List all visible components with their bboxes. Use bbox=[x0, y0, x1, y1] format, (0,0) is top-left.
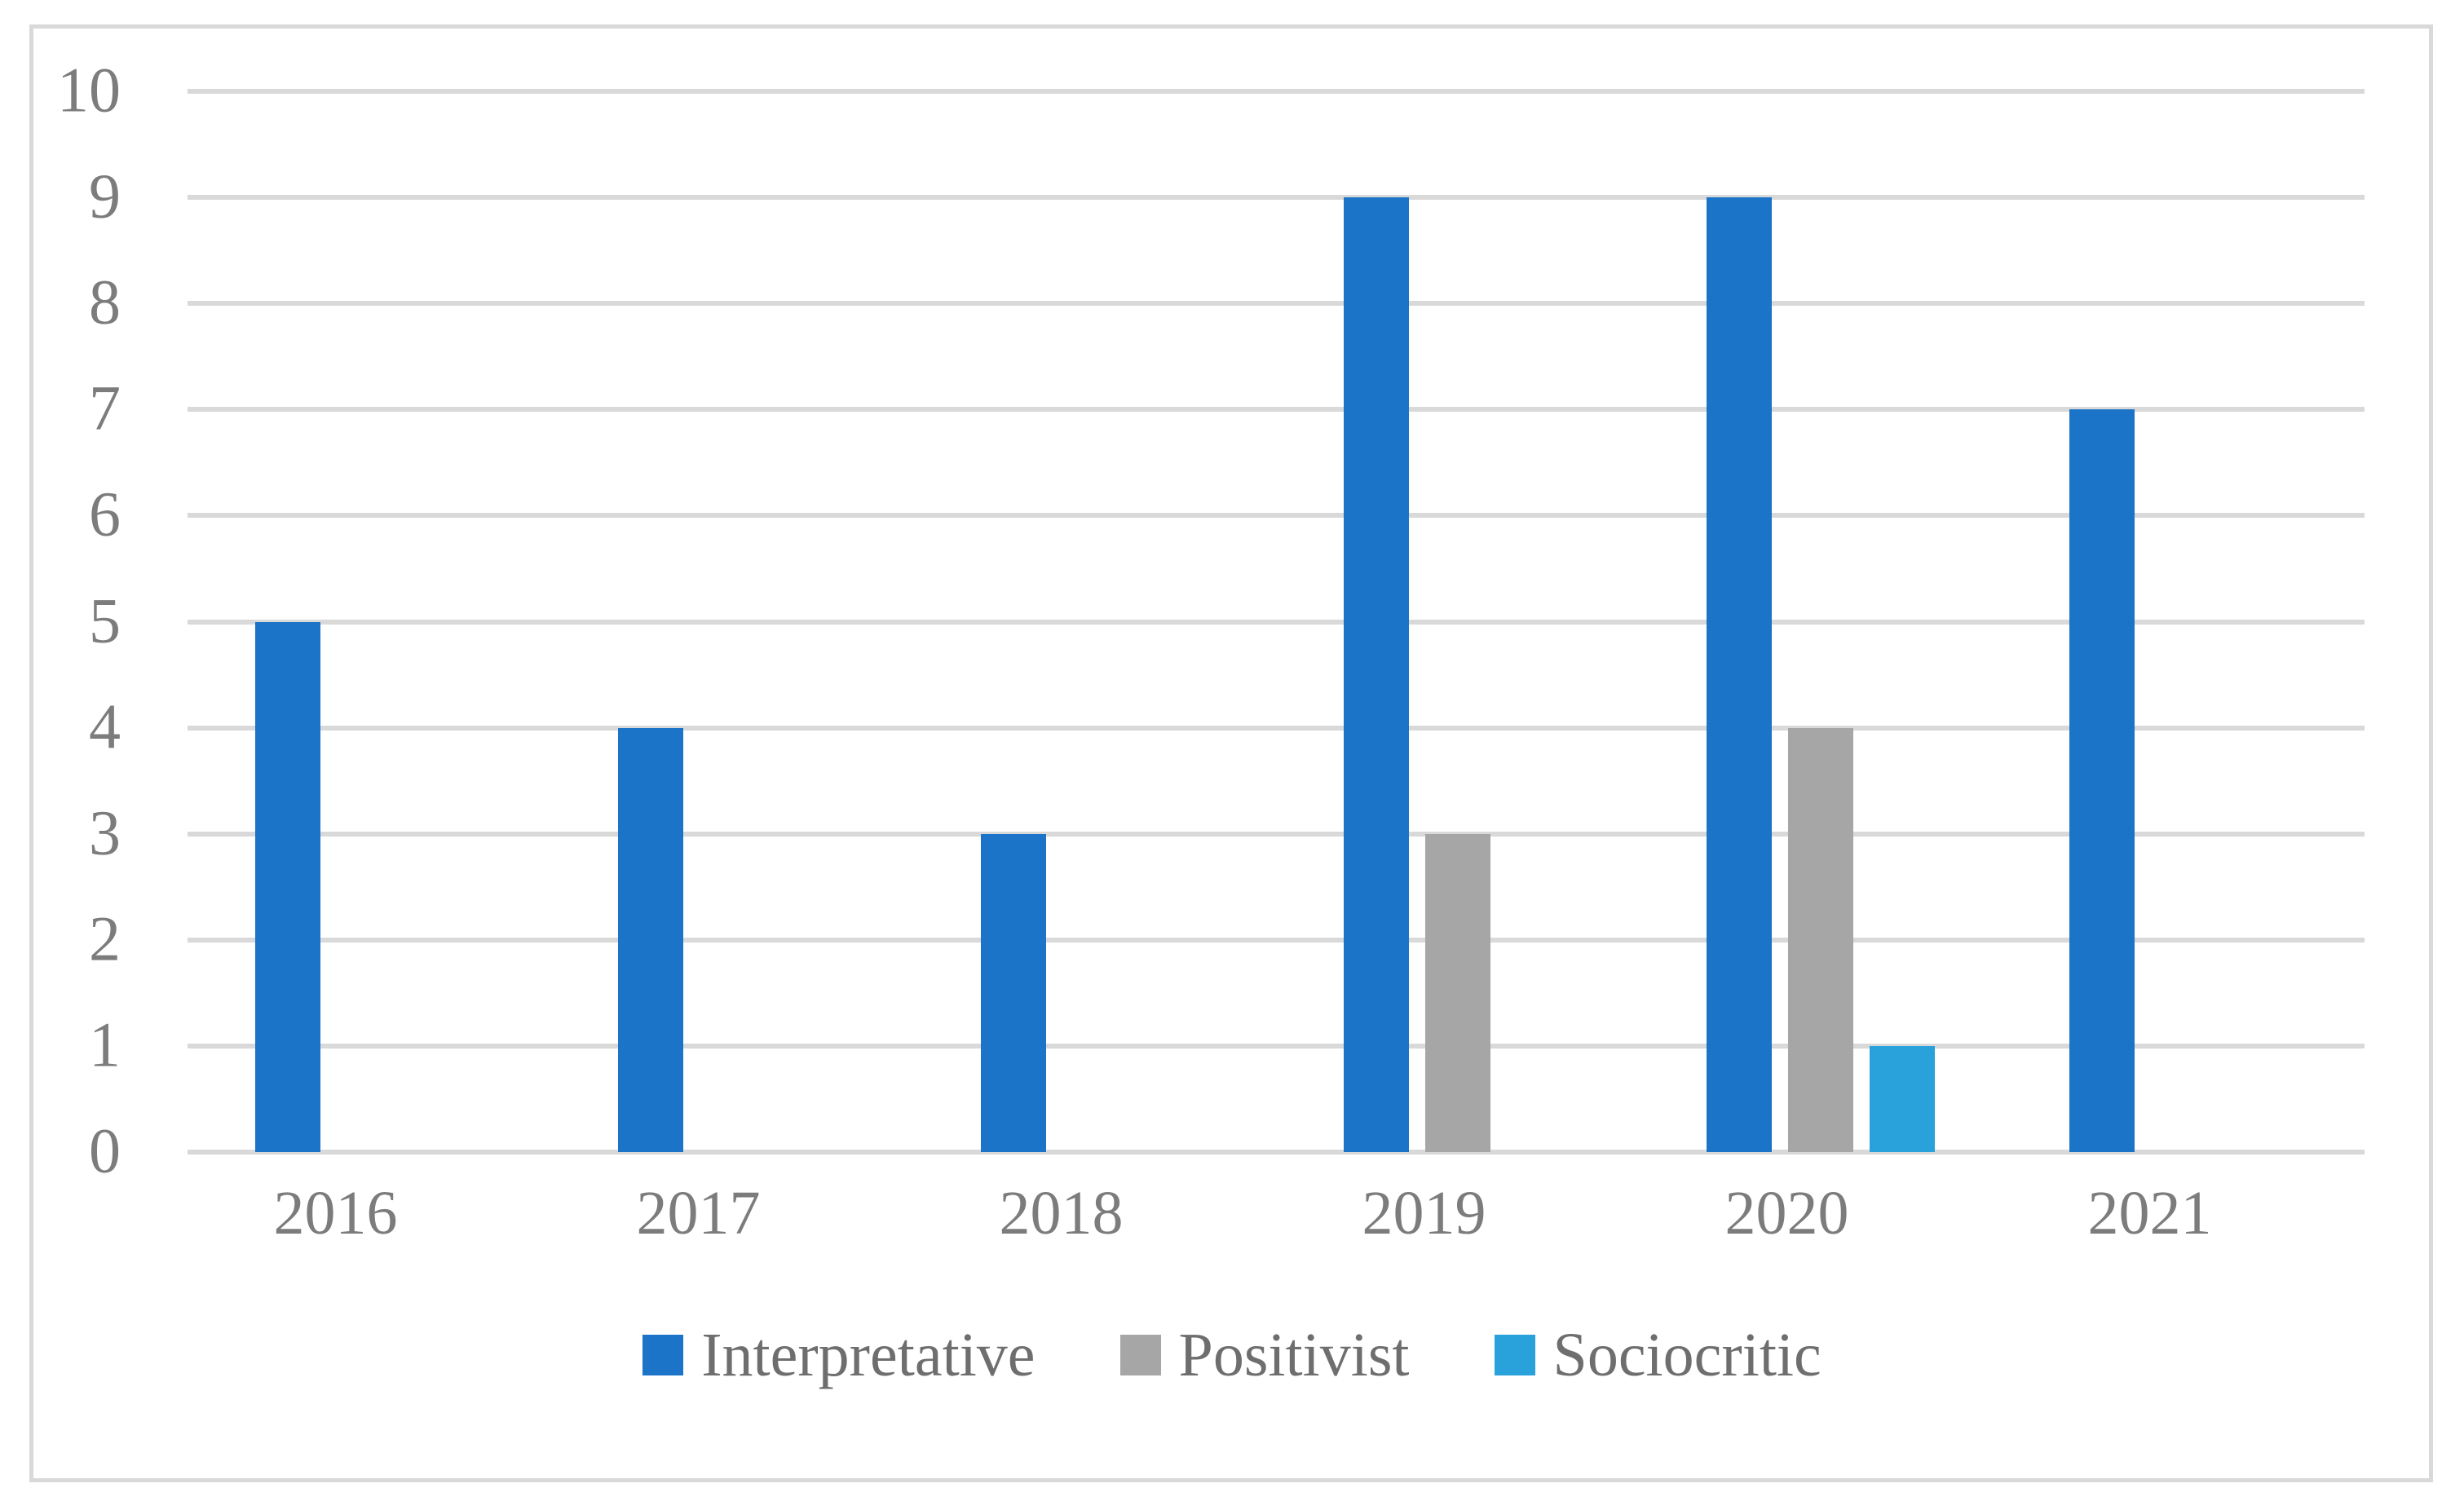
x-axis-label-2019: 2019 bbox=[1362, 1179, 1486, 1247]
bar-sociocritic-2020 bbox=[1869, 1045, 1935, 1152]
bar-interpretative-2021 bbox=[2069, 409, 2135, 1152]
bar-interpretative-2018 bbox=[980, 833, 1046, 1152]
gridline-y-10 bbox=[188, 89, 2365, 94]
legend-swatch-icon bbox=[642, 1335, 684, 1375]
bar-positivist-2020 bbox=[1787, 727, 1853, 1152]
bar-interpretative-2017 bbox=[617, 727, 683, 1152]
legend-item-sociocritic: Sociocritic bbox=[1494, 1321, 1822, 1389]
y-axis-tick-label: 5 bbox=[89, 584, 121, 656]
bar-interpretative-2020 bbox=[1706, 197, 1772, 1152]
bar-group-2020 bbox=[1639, 91, 2002, 1152]
bar-group-2018 bbox=[913, 91, 1276, 1152]
gridline-y-1 bbox=[188, 1043, 2365, 1049]
chart-legend: Interpretative Positivist Sociocritic bbox=[0, 1324, 2464, 1386]
gridline-y-8 bbox=[188, 301, 2365, 307]
bar-positivist-2019 bbox=[1424, 833, 1490, 1152]
y-axis-tick-label: 8 bbox=[89, 266, 121, 338]
gridline-y-2 bbox=[188, 937, 2365, 943]
x-axis-labels: 2016 2017 2018 2019 2020 2021 bbox=[154, 1182, 2331, 1244]
y-axis-tick-label: 10 bbox=[57, 54, 121, 126]
bar-interpretative-2016 bbox=[254, 621, 320, 1152]
gridline-y-4 bbox=[188, 725, 2365, 731]
gridline-y-7 bbox=[188, 407, 2365, 413]
y-axis-tick-label: 9 bbox=[89, 160, 121, 232]
legend-label: Interpretative bbox=[701, 1321, 1035, 1389]
y-axis-tick-label: 2 bbox=[89, 903, 121, 974]
bar-group-2019 bbox=[1276, 91, 1639, 1152]
legend-swatch-icon bbox=[1494, 1335, 1535, 1375]
legend-label: Positivist bbox=[1178, 1321, 1410, 1389]
bar-interpretative-2019 bbox=[1343, 197, 1409, 1152]
x-axis-label-2021: 2021 bbox=[2087, 1179, 2212, 1247]
y-axis-tick-label: 7 bbox=[89, 372, 121, 444]
x-axis-label-2016: 2016 bbox=[273, 1179, 398, 1247]
legend-label: Sociocritic bbox=[1552, 1321, 1822, 1389]
gridline-y-0 bbox=[188, 1150, 2365, 1155]
legend-item-interpretative: Interpretative bbox=[642, 1324, 1035, 1386]
x-axis-label-2017: 2017 bbox=[636, 1179, 761, 1247]
legend-swatch-icon bbox=[1119, 1335, 1161, 1375]
bar-group-2016 bbox=[188, 91, 550, 1152]
y-axis-tick-label: 0 bbox=[89, 1115, 121, 1186]
bar-series-container bbox=[188, 91, 2365, 1152]
y-axis-tick-label: 1 bbox=[89, 1009, 121, 1080]
x-axis-label-2020: 2020 bbox=[1724, 1179, 1849, 1247]
bar-group-2021 bbox=[2002, 91, 2365, 1152]
bar-group-2017 bbox=[550, 91, 913, 1152]
gridline-y-5 bbox=[188, 619, 2365, 625]
legend-item-positivist: Positivist bbox=[1119, 1321, 1410, 1389]
gridline-y-9 bbox=[188, 195, 2365, 201]
chart-figure: 0 1 2 3 4 5 6 7 8 9 10 bbox=[29, 24, 2433, 1482]
y-axis-tick-label: 4 bbox=[89, 691, 121, 762]
y-axis-tick-label: 3 bbox=[89, 797, 121, 868]
gridline-y-3 bbox=[188, 831, 2365, 837]
y-axis-tick-label: 6 bbox=[89, 478, 121, 550]
plot-area: 0 1 2 3 4 5 6 7 8 9 10 bbox=[57, 58, 2365, 1182]
gridline-y-6 bbox=[188, 513, 2365, 519]
x-axis-label-2018: 2018 bbox=[999, 1179, 1124, 1247]
